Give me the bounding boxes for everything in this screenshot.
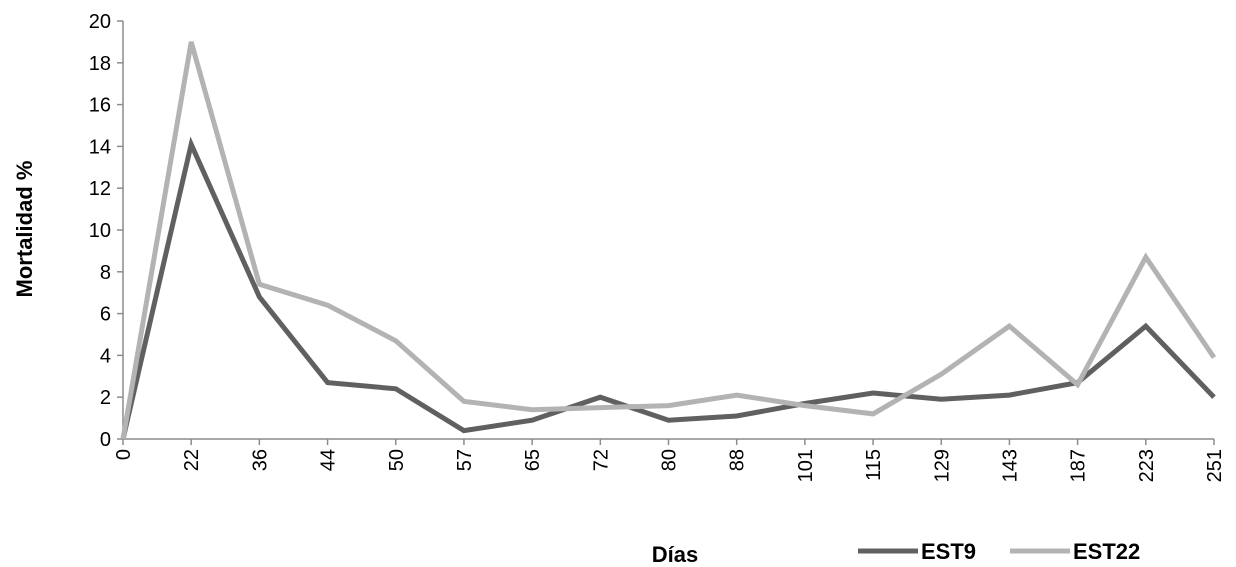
y-tick-label: 2 (100, 387, 111, 409)
x-axis: 0 22 36 44 50 57 65 72 80 88 101 115 129 143 187 223 251 (113, 438, 1226, 482)
legend: EST9 EST22 (858, 539, 1140, 564)
x-tick-label: 36 (249, 449, 271, 471)
y-axis: 0 2 4 6 8 10 12 14 16 18 20 (89, 11, 124, 451)
y-tick-label: 4 (100, 345, 111, 367)
x-tick-label: 80 (659, 449, 681, 471)
y-tick-label: 18 (89, 53, 111, 75)
y-tick-label: 14 (89, 136, 111, 158)
x-tick-label: 223 (1136, 449, 1158, 482)
x-tick-label: 88 (727, 449, 749, 471)
y-tick-label: 6 (100, 304, 111, 326)
x-tick-label: 129 (931, 449, 953, 482)
x-tick-label: 44 (318, 449, 340, 471)
legend-label-est9: EST9 (921, 539, 976, 564)
x-tick-label: 0 (113, 449, 135, 460)
x-tick-label: 50 (386, 449, 408, 471)
series-line-est9 (120, 136, 1216, 440)
x-tick-label: 187 (1068, 449, 1090, 482)
x-tick-label: 65 (522, 449, 544, 471)
x-axis-title: Días (652, 542, 698, 567)
x-tick-label: 22 (181, 449, 203, 471)
y-tick-label: 10 (89, 220, 111, 242)
x-tick-label: 57 (454, 449, 476, 471)
y-axis-title: Mortalidad % (12, 161, 37, 298)
y-tick-label: 20 (89, 11, 111, 33)
legend-label-est22: EST22 (1073, 539, 1140, 564)
x-tick-label: 115 (863, 449, 885, 481)
x-tick-label: 143 (999, 449, 1021, 482)
y-tick-label: 8 (100, 262, 111, 284)
x-tick-label: 72 (590, 449, 612, 471)
y-ticks: 0 2 4 6 8 10 12 14 16 18 20 (89, 11, 123, 451)
x-ticks: 0 22 36 44 50 57 65 72 80 88 101 115 129 143 187 223 251 (113, 439, 1226, 482)
x-tick-label: 101 (795, 449, 817, 482)
series-lines (120, 41, 1217, 440)
y-tick-label: 0 (100, 429, 111, 451)
y-tick-label: 16 (89, 95, 111, 117)
series-line-est22 (120, 41, 1217, 440)
y-tick-label: 12 (89, 178, 111, 200)
x-tick-label: 251 (1204, 449, 1226, 482)
